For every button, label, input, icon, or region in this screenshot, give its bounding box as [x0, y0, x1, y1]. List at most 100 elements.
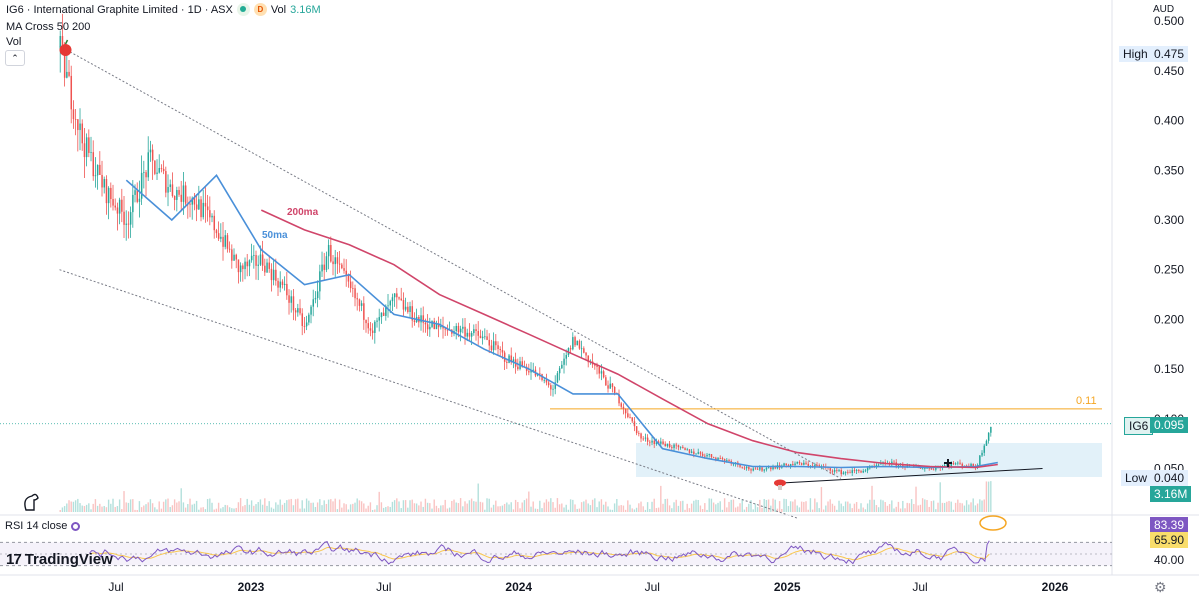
candle-body [539, 373, 541, 375]
candle-body [237, 259, 240, 273]
volume-bar [323, 500, 325, 512]
candle-body [88, 137, 90, 153]
rsi-legend[interactable]: RSI 14 close [5, 520, 81, 532]
volume-bar [679, 501, 682, 512]
collapse-legend-button[interactable]: ⌃ [5, 50, 25, 66]
volume-bar [316, 502, 319, 512]
volume-bar [512, 509, 515, 512]
volume-bar [404, 500, 407, 512]
volume-bar [849, 503, 851, 512]
candle-body [138, 198, 141, 202]
volume-bar [563, 507, 565, 512]
candle-body [860, 471, 862, 473]
volume-bar [981, 500, 983, 512]
volume-bar [838, 500, 840, 512]
volume-bar [847, 501, 849, 512]
volume-bar [440, 505, 442, 512]
candle-body [191, 197, 194, 205]
rsi-visibility-icon[interactable] [71, 521, 81, 531]
candle-body [864, 470, 867, 472]
gear-icon[interactable]: ⚙ [1154, 579, 1167, 595]
volume-bar [706, 509, 708, 512]
candle-body [728, 460, 730, 462]
candle-body [371, 330, 374, 333]
candle-body [299, 308, 301, 314]
volume-bar [646, 502, 649, 512]
candle-body [862, 470, 865, 473]
candle-body [605, 377, 607, 386]
volume-bar [891, 500, 893, 512]
volume-bar [543, 502, 545, 512]
x-tick-label: Jul [645, 580, 660, 594]
volume-bar [726, 507, 728, 512]
candle-body [580, 348, 583, 350]
candle-body [305, 322, 308, 327]
volume-bar [552, 502, 554, 512]
volume-bar [352, 503, 354, 512]
volume-bar [327, 499, 330, 512]
candle-body [255, 255, 257, 266]
indicator-legend-ma-cross[interactable]: MA Cross 50 200 [6, 21, 91, 33]
volume-bar [391, 501, 394, 512]
candle-body [836, 469, 838, 471]
candle-body [275, 269, 277, 281]
candle-body [635, 426, 638, 434]
volume-bar [756, 507, 759, 512]
volume-bar [609, 509, 611, 512]
volume-bar [107, 499, 110, 512]
candle-body [195, 204, 198, 210]
volume-bar [237, 502, 240, 512]
currency-label[interactable]: AUD [1153, 4, 1175, 15]
low-value-badge: 0.040 [1150, 470, 1189, 486]
candle-body [930, 468, 933, 470]
volume-bar [466, 503, 468, 512]
chevron-up-icon: ⌃ [11, 53, 19, 63]
trendline-upper-channel [59, 45, 842, 479]
candle-body [767, 467, 770, 469]
indicator-legend-vol[interactable]: Vol [6, 36, 22, 48]
volume-bar [325, 503, 328, 512]
candle-body [475, 329, 477, 332]
volume-bar [932, 500, 935, 512]
candle-body [840, 470, 843, 475]
volume-bar [569, 499, 572, 512]
candle-body [261, 254, 264, 266]
volume-bar [470, 498, 473, 512]
volume-bar [136, 509, 138, 512]
candle-body [528, 371, 530, 373]
candle-body [321, 264, 323, 272]
symbol-header[interactable]: IG6 · International Graphite Limited · 1… [6, 3, 321, 16]
level-label: 0.11 [1076, 395, 1097, 407]
volume-bar [224, 504, 226, 512]
volume-bar [697, 499, 699, 512]
volume-bar [534, 508, 537, 512]
volume-bar [457, 503, 460, 512]
volume-bar [635, 507, 638, 512]
volume-bar [754, 503, 757, 512]
volume-bar [341, 507, 343, 512]
candle-body [686, 449, 689, 451]
candle-body [569, 348, 572, 350]
candle-body [877, 464, 880, 466]
candle-body [717, 457, 719, 460]
y-tick-label: 0.350 [1154, 163, 1184, 177]
volume-bar [935, 509, 937, 512]
candle-body [558, 368, 561, 374]
candle-body [838, 470, 840, 471]
candle-body [655, 441, 658, 445]
dinosaur-icon [24, 493, 39, 511]
high-label: High [1119, 46, 1152, 62]
candle-body [985, 440, 988, 446]
volume-bar [719, 501, 721, 512]
candle-body [167, 187, 169, 193]
candle-body [85, 137, 88, 158]
volume-bar [330, 499, 332, 512]
tradingview-logo[interactable]: 17 TradingView [6, 551, 113, 568]
candle-body [259, 254, 262, 265]
volume-bar [886, 505, 889, 512]
volume-bar [528, 491, 530, 512]
volume-bar [213, 509, 215, 512]
volume-bar [459, 498, 462, 512]
candle-body [393, 293, 396, 298]
